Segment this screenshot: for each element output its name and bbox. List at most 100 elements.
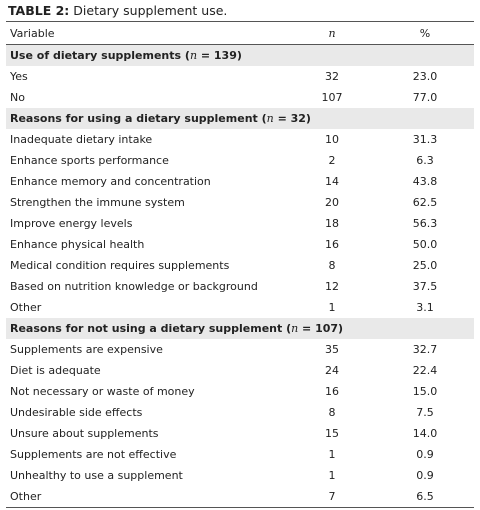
row-label: No	[10, 91, 25, 104]
row-percent: 62.5	[412, 196, 438, 209]
row-label: Medical condition requires supplements	[10, 259, 230, 272]
table-row: Enhance memory and concentration 14 43.8	[6, 171, 474, 192]
row-n: 8	[328, 259, 336, 272]
supplement-table: Variable n % Use of dietary supplements …	[6, 21, 474, 508]
table-row: Unhealthy to use a supplement 1 0.9	[6, 465, 474, 486]
section-title-n: n	[291, 322, 299, 335]
table-caption-label: TABLE 2:	[8, 3, 70, 18]
row-percent: 50.0	[412, 238, 438, 251]
row-percent: 31.3	[412, 133, 438, 146]
row-percent: 0.9	[416, 448, 434, 461]
row-percent: 0.9	[416, 469, 434, 482]
row-label: Other	[10, 301, 42, 314]
section-header-row: Use of dietary supplements (n = 139)	[6, 44, 474, 66]
row-percent: 6.5	[376, 486, 474, 508]
table-row: Supplements are expensive 35 32.7	[6, 339, 474, 360]
header-row: Variable n %	[6, 21, 474, 45]
row-percent: 22.4	[412, 364, 438, 377]
row-n: 12	[325, 280, 339, 293]
row-label: Unhealthy to use a supplement	[10, 469, 183, 482]
table-caption: TABLE 2: Dietary supplement use.	[8, 3, 227, 19]
row-percent: 43.8	[412, 175, 438, 188]
row-n: 1	[328, 469, 336, 482]
row-percent: 15.0	[412, 385, 438, 398]
table-row: Enhance sports performance 2 6.3	[6, 150, 474, 171]
section-title: Reasons for not using a dietary suppleme…	[6, 318, 474, 339]
table-row: Supplements are not effective 1 0.9	[6, 444, 474, 465]
row-label: Enhance physical health	[10, 238, 145, 251]
table-row: No 107 77.0	[6, 87, 474, 108]
table-row: Yes 32 23.0	[6, 66, 474, 87]
row-percent: 3.1	[416, 301, 434, 314]
table-row: Based on nutrition knowledge or backgrou…	[6, 276, 474, 297]
row-n: 10	[325, 133, 339, 146]
row-n: 18	[325, 217, 339, 230]
row-percent: 23.0	[412, 70, 438, 83]
row-percent: 7.5	[416, 406, 434, 419]
section-title: Reasons for using a dietary supplement (…	[6, 108, 474, 129]
row-label: Inadequate dietary intake	[10, 133, 153, 146]
table-row: Other 7 6.5	[6, 486, 474, 508]
row-label: Other	[6, 486, 288, 508]
section-title-pre: Reasons for using a dietary supplement (	[10, 112, 267, 125]
table-row: Unsure about supplements 15 14.0	[6, 423, 474, 444]
row-label: Enhance sports performance	[10, 154, 169, 167]
row-n: 1	[328, 448, 336, 461]
header-n: n	[288, 21, 376, 45]
row-label: Strengthen the immune system	[10, 196, 185, 209]
row-n: 15	[325, 427, 339, 440]
header-percent: %	[376, 21, 474, 45]
table-caption-text: Dietary supplement use.	[69, 3, 228, 18]
row-n: 24	[325, 364, 339, 377]
row-n: 32	[325, 70, 339, 83]
row-label: Based on nutrition knowledge or backgrou…	[10, 280, 258, 293]
row-n: 16	[325, 238, 339, 251]
table-row: Inadequate dietary intake 10 31.3	[6, 129, 474, 150]
table-row: Not necessary or waste of money 16 15.0	[6, 381, 474, 402]
row-n: 16	[325, 385, 339, 398]
row-n: 8	[328, 406, 336, 419]
table-row: Diet is adequate 24 22.4	[6, 360, 474, 381]
table-body: Use of dietary supplements (n = 139) Yes 3…	[6, 44, 474, 508]
section-title-n: n	[189, 49, 198, 62]
row-n: 1	[328, 301, 336, 314]
row-percent: 56.3	[412, 217, 438, 230]
table-row: Improve energy levels 18 56.3	[6, 213, 474, 234]
row-percent: 37.5	[412, 280, 438, 293]
header-variable: Variable	[6, 21, 288, 45]
row-n: 35	[325, 343, 339, 356]
section-header-row: Reasons for using a dietary supplement (…	[6, 108, 474, 129]
row-label: Supplements are not effective	[10, 448, 177, 461]
row-n: 2	[328, 154, 336, 167]
row-label: Enhance memory and concentration	[10, 175, 211, 188]
section-title: Use of dietary supplements (n = 139)	[6, 44, 474, 66]
row-label: Not necessary or waste of money	[10, 385, 195, 398]
table-row: Other 1 3.1	[6, 297, 474, 318]
row-percent: 6.3	[416, 154, 434, 167]
row-n: 20	[325, 196, 339, 209]
table-row: Medical condition requires supplements 8 2…	[6, 255, 474, 276]
section-title-pre: Reasons for not using a dietary suppleme…	[10, 322, 292, 335]
row-n: 107	[321, 91, 343, 104]
section-title-post: = 32)	[273, 112, 311, 125]
row-label: Undesirable side effects	[10, 406, 143, 419]
row-percent: 14.0	[412, 427, 438, 440]
row-label: Supplements are expensive	[10, 343, 163, 356]
section-title-post: = 107)	[298, 322, 344, 335]
row-label: Unsure about supplements	[10, 427, 159, 440]
row-percent: 77.0	[412, 91, 438, 104]
section-title-n: n	[266, 112, 274, 125]
row-label: Diet is adequate	[10, 364, 101, 377]
row-n: 7	[288, 486, 376, 508]
section-title-post: = 139)	[197, 49, 242, 62]
table-row: Strengthen the immune system 20 62.5	[6, 192, 474, 213]
row-n: 14	[325, 175, 339, 188]
section-title-pre: Use of dietary supplements (	[10, 49, 190, 62]
row-label: Improve energy levels	[10, 217, 133, 230]
table-header: Variable n %	[6, 21, 474, 45]
table-row: Enhance physical health 16 50.0	[6, 234, 474, 255]
table-row: Undesirable side effects 8 7.5	[6, 402, 474, 423]
section-header-row: Reasons for not using a dietary suppleme…	[6, 318, 474, 339]
row-label: Yes	[10, 70, 28, 83]
row-percent: 25.0	[412, 259, 438, 272]
